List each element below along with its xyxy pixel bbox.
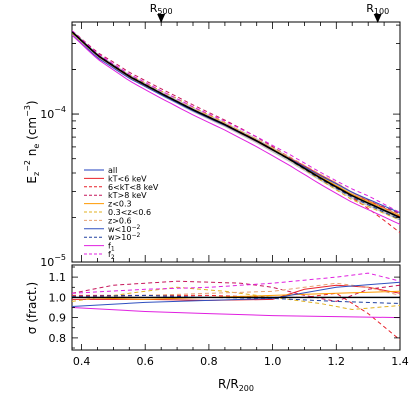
marker-label: R500 [150,2,173,16]
legend-label: f2 [108,250,115,261]
residual-y-tick-label: 0.8 [49,332,67,345]
residual-series-line-10 [72,272,400,294]
x-tick-label: 0.6 [136,355,154,368]
main-series-line-10 [72,30,400,214]
x-axis-label: R/R200 [218,377,254,393]
legend-label: all [108,166,117,175]
main-y-axis-label: Ez−2 ne (cm−3) [23,100,41,183]
residual-series-line-5 [72,286,400,311]
legend-label: f1 [108,242,115,253]
residual-series-line-9 [72,307,400,319]
main-series-line-9 [72,34,400,225]
scatter-band [72,30,400,221]
main-series-line-6 [72,31,400,218]
marker-triangle [373,14,382,23]
marker-label: R100 [366,2,389,16]
residual-y-tick-label: 0.9 [49,312,67,325]
mean-profile-line [72,31,400,219]
main-y-tick-label: 10−4 [40,105,66,121]
legend-label: kT>8 keV [108,191,147,200]
residual-series-line-7 [72,281,400,307]
legend-label: w>10−2 [108,232,140,242]
residual-plot-frame [71,264,401,351]
x-tick-label: 1.2 [328,355,346,368]
residual-series-line-2 [72,292,400,341]
x-tick-label: 1.0 [264,355,282,368]
residual-y-axis-label: σ (fract.) [25,282,39,334]
x-tick-label: 1.4 [391,355,409,368]
x-tick-label: 0.8 [200,355,218,368]
main-y-tick-label: 10−5 [40,253,66,269]
residual-y-tick-label: 1.1 [49,271,67,284]
x-tick-label: 0.4 [73,355,91,368]
residual-y-tick-label: 1.0 [49,291,67,304]
main-plot-frame [71,21,401,263]
legend-label: z>0.6 [108,216,132,225]
residual-series-line-4 [72,290,400,300]
legend-label: z<0.3 [108,200,132,209]
legend-label: kT<6 keV [108,174,147,183]
legend-label: 0.3<z<0.6 [108,208,151,217]
legend-label: w<10−2 [108,224,140,234]
marker-triangle [157,14,166,23]
residual-series-line-3 [72,280,400,302]
legend-label: 6<kT<8 keV [108,183,159,192]
